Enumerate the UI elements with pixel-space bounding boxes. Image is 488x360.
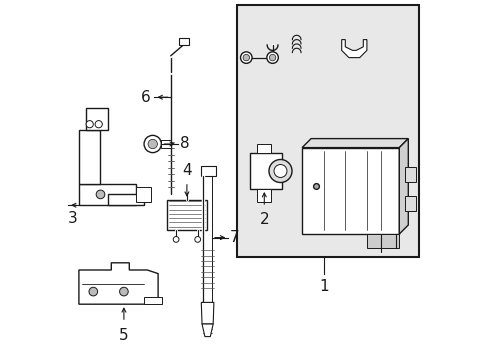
Circle shape bbox=[273, 165, 286, 177]
Text: 5: 5 bbox=[119, 328, 128, 343]
Circle shape bbox=[268, 159, 291, 183]
Polygon shape bbox=[399, 139, 407, 234]
Polygon shape bbox=[257, 144, 271, 153]
Circle shape bbox=[266, 52, 278, 63]
Bar bbox=[236, 5, 418, 257]
Polygon shape bbox=[366, 234, 399, 248]
Circle shape bbox=[95, 121, 102, 128]
Polygon shape bbox=[79, 184, 136, 205]
Polygon shape bbox=[201, 302, 213, 324]
Circle shape bbox=[269, 54, 275, 61]
Circle shape bbox=[120, 287, 128, 296]
Circle shape bbox=[243, 54, 249, 61]
Polygon shape bbox=[302, 139, 407, 148]
Polygon shape bbox=[302, 148, 399, 234]
Circle shape bbox=[194, 237, 200, 242]
Text: 3: 3 bbox=[68, 211, 78, 226]
Polygon shape bbox=[136, 187, 151, 202]
Circle shape bbox=[86, 121, 93, 128]
Polygon shape bbox=[79, 263, 158, 304]
Text: 1: 1 bbox=[318, 279, 328, 294]
Circle shape bbox=[173, 237, 179, 242]
Text: 8: 8 bbox=[179, 136, 189, 152]
Polygon shape bbox=[79, 130, 101, 184]
Polygon shape bbox=[201, 166, 215, 176]
Polygon shape bbox=[86, 108, 107, 130]
Circle shape bbox=[96, 190, 104, 199]
Text: 4: 4 bbox=[182, 163, 191, 178]
Text: 2: 2 bbox=[259, 212, 268, 228]
Circle shape bbox=[148, 139, 157, 149]
Polygon shape bbox=[167, 200, 206, 230]
Polygon shape bbox=[257, 189, 271, 202]
Polygon shape bbox=[404, 167, 415, 182]
Polygon shape bbox=[107, 194, 143, 205]
Circle shape bbox=[89, 287, 98, 296]
Polygon shape bbox=[404, 196, 415, 211]
Polygon shape bbox=[249, 153, 282, 189]
Text: 7: 7 bbox=[230, 230, 239, 245]
Circle shape bbox=[313, 184, 319, 189]
Circle shape bbox=[144, 135, 161, 153]
Polygon shape bbox=[202, 324, 213, 337]
Text: 6: 6 bbox=[141, 90, 151, 105]
Polygon shape bbox=[143, 297, 162, 304]
Polygon shape bbox=[179, 38, 188, 45]
Polygon shape bbox=[161, 140, 170, 148]
Circle shape bbox=[240, 52, 251, 63]
Polygon shape bbox=[341, 40, 366, 58]
